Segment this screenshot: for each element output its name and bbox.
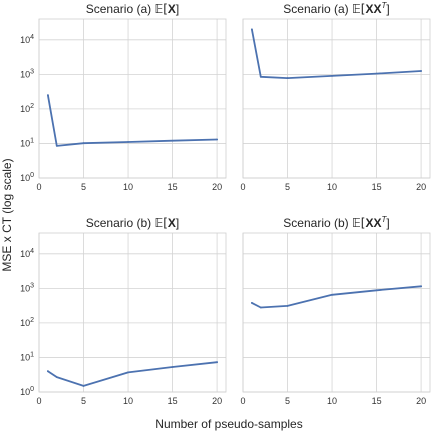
y-tick-label: 100	[20, 386, 34, 397]
data-point	[375, 289, 378, 292]
data-point	[420, 285, 422, 288]
data-point	[47, 370, 49, 373]
y-tick-label: 101	[20, 351, 34, 362]
chart-panel-4: Scenario (b) 𝔼[XXT] 0 5 10 15 20	[240, 215, 431, 406]
x-tick-label: 20	[416, 182, 426, 192]
x-tick-label: 5	[81, 182, 86, 192]
y-tick-label: 104	[20, 34, 34, 45]
x-tick-label: 5	[81, 396, 86, 406]
series-line	[47, 361, 219, 387]
data-point	[127, 141, 129, 143]
x-tick-label: 0	[36, 396, 41, 406]
y-tick-label: 103	[20, 68, 34, 79]
data-point	[216, 138, 218, 141]
x-tick-label: 10	[327, 182, 337, 192]
plot-frame	[38, 18, 227, 179]
panel-title: Scenario (b) 𝔼[X]	[86, 216, 180, 230]
data-point	[216, 361, 218, 364]
data-point	[82, 385, 85, 387]
y-tick-label: 103	[20, 282, 34, 293]
series-line	[250, 28, 423, 79]
chart-panel-3: Scenario (b) 𝔼[X] 0 5 10 15 20 100 101 102 103 104	[20, 216, 227, 406]
series-line	[250, 285, 423, 309]
data-point	[420, 70, 422, 72]
x-tick-label: 0	[240, 396, 245, 406]
data-point	[55, 144, 58, 147]
series-line	[47, 94, 219, 147]
y-tick-label: 101	[20, 137, 34, 148]
panel-title: Scenario (a) 𝔼[XXT]	[283, 1, 389, 16]
x-tick-label: 15	[372, 182, 382, 192]
x-tick-label: 10	[123, 182, 133, 192]
data-point	[331, 75, 333, 77]
data-point	[82, 142, 85, 145]
y-tick-label: 100	[20, 172, 34, 183]
data-point	[286, 77, 289, 79]
x-tick-label: 20	[212, 182, 222, 192]
y-tick-label: 104	[20, 248, 34, 259]
data-point	[375, 72, 378, 75]
x-tick-label: 15	[168, 182, 178, 192]
plot-frame	[242, 18, 431, 179]
data-point	[259, 75, 262, 78]
data-point	[251, 301, 253, 304]
x-tick-label: 0	[36, 182, 41, 192]
chart-panels: Scenario (a) 𝔼[X]0 5 10 15 20100101102103104…	[20, 1, 431, 406]
x-tick-label: 5	[285, 182, 290, 192]
y-tick-label: 102	[20, 103, 34, 114]
x-axis-label: Number of pseudo-samples	[155, 417, 302, 431]
data-point	[171, 366, 174, 368]
x-tick-label: 10	[327, 396, 337, 406]
panel-title: Scenario (a) 𝔼[X]	[86, 2, 180, 16]
x-tick-label: 15	[168, 396, 178, 406]
data-point	[251, 28, 253, 31]
chart-panel-2: Scenario (a) 𝔼[XXT] 0 5 10 15 20	[240, 1, 431, 192]
plot-frame	[38, 232, 227, 393]
x-tick-label: 15	[372, 396, 382, 406]
data-point	[47, 94, 49, 97]
x-tick-label: 10	[123, 396, 133, 406]
data-point	[259, 306, 262, 309]
x-tick-label: 0	[240, 182, 245, 192]
y-tick-label: 102	[20, 317, 34, 328]
data-point	[171, 139, 174, 142]
x-tick-label: 20	[212, 396, 222, 406]
chart-panel-1: Scenario (a) 𝔼[X] 0 5 10 15 20 100 101 102 103 104	[20, 2, 227, 192]
data-point	[286, 305, 289, 307]
panel-title: Scenario (b) 𝔼[XXT]	[283, 215, 389, 230]
y-axis-label: MSE x CT (log scale)	[0, 158, 14, 271]
data-point	[331, 293, 333, 296]
plot-frame	[242, 232, 431, 393]
data-point	[55, 376, 58, 378]
x-tick-label: 5	[285, 396, 290, 406]
data-point	[127, 371, 129, 374]
x-tick-label: 20	[416, 396, 426, 406]
